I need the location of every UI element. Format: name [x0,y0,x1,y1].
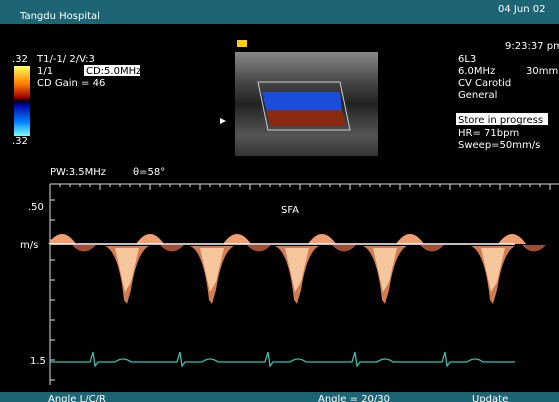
marker [237,40,247,47]
ultrasound-screen: Tangdu Hospital 04 Jun 02 9:23:37 pm .32… [0,0,559,402]
axis-unit: m/s [20,240,38,251]
flow-blue [262,92,342,110]
axis-bottom: 1.5 [30,356,46,367]
hr: HR= 71bpm [458,128,519,139]
cd-freq: CD:5.0MHz [86,66,141,77]
info-line: 1/1 [37,66,53,77]
systolic-core [285,248,309,292]
reverse-flow [160,245,184,252]
date: 04 Jun 02 [498,4,545,15]
focus-marker [220,118,226,124]
reverse-flow [332,245,356,252]
ecg-trace [50,352,515,366]
systolic-core [481,248,505,292]
info-line: T1/-1/ 2/V:3 [36,54,95,65]
gain: CD Gain = 46 [37,78,105,89]
footer-middle[interactable]: Angle = 20/30 [318,394,390,402]
angle: θ=58° [133,167,165,178]
depth: 30mm [526,66,558,77]
systolic-core [200,248,224,292]
reverse-flow [420,245,444,252]
reverse-flow [522,245,546,252]
scale-top: .32 [12,54,28,65]
footer-right[interactable]: Update [472,394,508,402]
hospital: Tangdu Hospital [19,11,100,22]
reverse-flow [72,245,96,252]
color-bar [14,66,30,136]
diastolic-bump [308,234,336,244]
sweep: Sweep=50mm/s [458,140,540,151]
time: 9:23:37 pm [505,41,559,52]
pw: PW:3.5MHz [50,167,106,178]
store: Store in progress [458,115,543,126]
systolic-core [373,248,397,292]
probe: 6L3 [458,54,476,65]
mode: General [458,90,497,101]
vessel-label: SFA [281,205,299,216]
diastolic-bump [498,234,526,244]
diastolic-bump [223,234,251,244]
freq: 6.0MHz [458,66,495,77]
diastolic-bump [48,234,76,244]
screen-svg: Tangdu Hospital 04 Jun 02 9:23:37 pm .32… [0,0,559,402]
diastolic-bump [136,234,164,244]
flow-red [266,110,346,126]
scale-bottom: .32 [12,136,28,147]
diastolic-bump [396,234,424,244]
axis-top: .50 [28,202,44,213]
preset: CV Carotid [458,78,511,89]
footer-left[interactable]: Angle L/C/R [48,394,106,402]
reverse-flow [247,245,271,252]
systolic-core [115,248,139,292]
